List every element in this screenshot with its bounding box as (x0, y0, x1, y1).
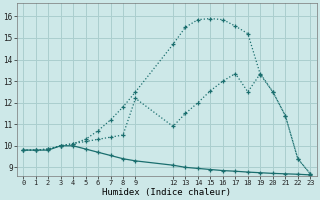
X-axis label: Humidex (Indice chaleur): Humidex (Indice chaleur) (102, 188, 231, 197)
